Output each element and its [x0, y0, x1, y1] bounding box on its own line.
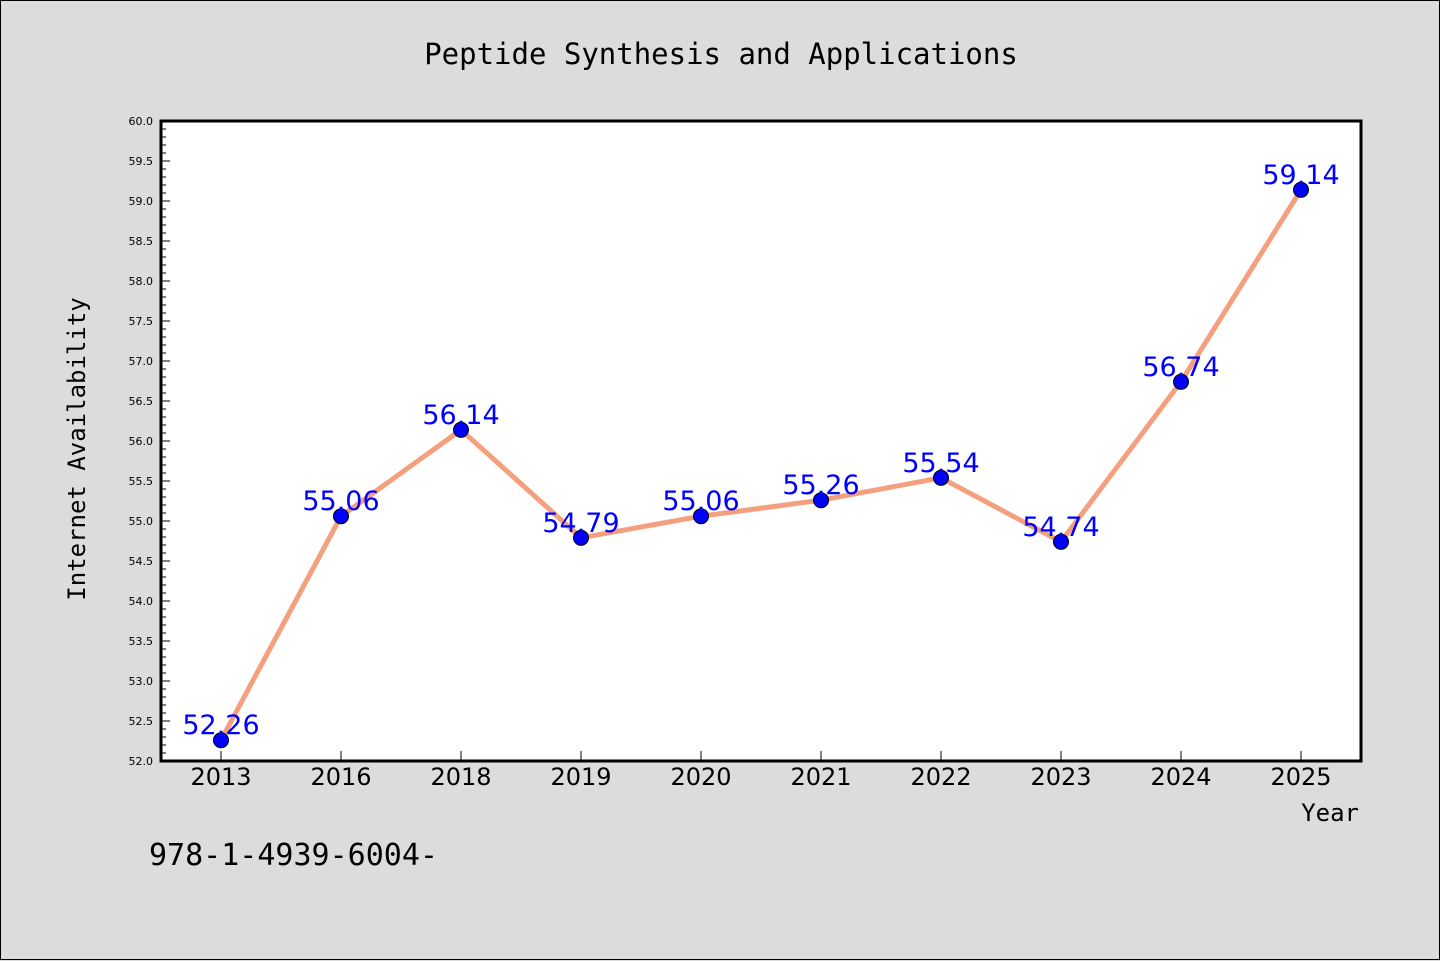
data-point — [933, 469, 949, 486]
data-labels: 52.26 55.06 56.14 54.79 55.06 55.26 55.54 54.74… — [182, 160, 1339, 741]
y-tick-label: 55.5 — [129, 475, 154, 488]
x-tick-label: 2019 — [550, 763, 611, 791]
data-point — [333, 508, 349, 525]
y-tick-label: 53.0 — [129, 675, 154, 688]
data-point — [453, 421, 469, 438]
data-point — [573, 529, 589, 546]
chart-title: Peptide Synthesis and Applications — [424, 37, 1018, 71]
x-tick-label: 2018 — [430, 763, 491, 791]
y-tick-label: 58.0 — [129, 275, 154, 288]
data-point — [1293, 181, 1309, 198]
data-label: 56.14 — [422, 400, 499, 431]
x-tick-label: 2023 — [1030, 763, 1091, 791]
data-point — [1053, 533, 1069, 550]
y-tick-label: 52.0 — [129, 755, 154, 768]
data-label: 56.74 — [1142, 352, 1219, 383]
y-tick-label: 53.5 — [129, 635, 154, 648]
data-point — [1173, 373, 1189, 390]
y-axis: 52.0 52.5 53.0 53.5 54.0 54.5 55.0 55.5 56.0 56.5… — [129, 115, 170, 768]
y-tick-label: 55.0 — [129, 515, 154, 528]
data-point — [213, 732, 229, 749]
x-axis: 2013 2016 2018 2019 2020 2021 2022 2023 2024 2025 — [190, 751, 1332, 791]
data-label: 55.54 — [902, 448, 979, 479]
footer-code: 978-1-4939-6004- — [149, 838, 438, 873]
y-tick-label: 54.0 — [129, 595, 154, 608]
data-label: 54.74 — [1022, 512, 1099, 543]
data-label: 54.79 — [542, 508, 619, 539]
y-tick-label: 57.5 — [129, 315, 154, 328]
data-label: 55.06 — [662, 486, 739, 517]
data-point — [813, 492, 829, 509]
y-tick-label: 60.0 — [129, 115, 154, 128]
y-tick-label: 58.5 — [129, 235, 154, 248]
x-tick-label: 2025 — [1270, 763, 1331, 791]
plot-area — [159, 119, 1363, 763]
data-label: 52.26 — [182, 710, 259, 741]
x-tick-label: 2022 — [910, 763, 971, 791]
data-point — [693, 508, 709, 525]
data-label: 59.14 — [1262, 160, 1339, 191]
y-tick-label: 52.5 — [129, 715, 154, 728]
x-axis-label: Year — [1301, 799, 1359, 827]
y-tick-label: 54.5 — [129, 555, 154, 568]
data-points — [213, 181, 1309, 749]
x-tick-label: 2024 — [1150, 763, 1211, 791]
y-tick-label: 56.5 — [129, 395, 154, 408]
x-tick-label: 2021 — [790, 763, 851, 791]
x-tick-label: 2013 — [190, 763, 251, 791]
y-axis-label: Internet Availability — [63, 297, 91, 600]
y-tick-label: 56.0 — [129, 435, 154, 448]
series-line — [218, 187, 1304, 743]
data-label: 55.26 — [782, 470, 859, 501]
y-tick-label: 59.5 — [129, 155, 154, 168]
data-label: 55.06 — [302, 486, 379, 517]
y-tick-label: 59.0 — [129, 195, 154, 208]
x-tick-label: 2016 — [310, 763, 371, 791]
y-tick-label: 57.0 — [129, 355, 154, 368]
x-tick-label: 2020 — [670, 763, 731, 791]
